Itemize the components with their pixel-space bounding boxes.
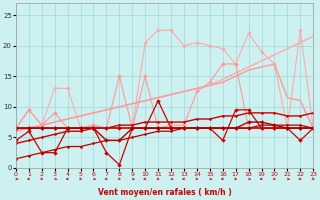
X-axis label: Vent moyen/en rafales ( km/h ): Vent moyen/en rafales ( km/h ) [98,188,231,197]
